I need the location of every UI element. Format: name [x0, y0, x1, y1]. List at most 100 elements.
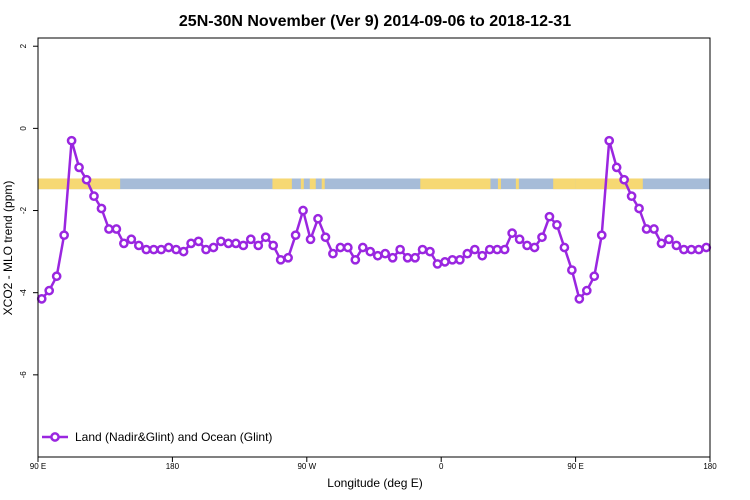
y-tick-label: 0: [19, 126, 28, 131]
data-point: [522, 240, 532, 251]
strip-land-segment: [553, 178, 576, 190]
data-point: [208, 242, 219, 253]
data-point: [552, 220, 562, 230]
x-tick-label: 180: [166, 462, 180, 471]
data-point: [223, 238, 234, 249]
legend: Land (Nadir&Glint) and Ocean (Glint): [42, 430, 272, 444]
data-point: [44, 285, 55, 296]
data-point: [447, 254, 458, 265]
data-point: [604, 135, 615, 146]
data-point: [514, 234, 525, 245]
x-tick-label: 90 E: [567, 462, 583, 471]
data-point: [492, 244, 503, 255]
data-point: [365, 246, 376, 257]
data-point: [455, 254, 465, 265]
data-point: [693, 244, 704, 255]
y-axis-label: XCO2 - MLO trend (ppm): [1, 181, 15, 316]
chart-title: 25N-30N November (Ver 9) 2014-09-06 to 2…: [179, 13, 571, 30]
data-point: [574, 293, 585, 304]
data-point: [275, 254, 286, 265]
data-point: [611, 162, 622, 173]
data-point: [260, 232, 271, 243]
data-point: [499, 244, 510, 255]
data-point: [96, 203, 107, 214]
data-point: [432, 259, 443, 269]
data-point: [425, 246, 435, 257]
data-point: [387, 252, 398, 263]
data-point: [163, 242, 174, 253]
data-point: [417, 244, 428, 255]
data-point: [581, 285, 592, 296]
data-point: [111, 224, 122, 234]
data-point: [253, 240, 264, 251]
data-point: [245, 234, 256, 245]
data-point: [395, 244, 405, 255]
data-point: [216, 236, 226, 247]
data-point: [537, 232, 547, 243]
data-point: [679, 244, 689, 255]
data-point: [484, 244, 495, 255]
data-point: [104, 224, 114, 234]
strip-land-segment: [515, 178, 519, 190]
axes: 90 E 180 90 W 0 90 E 180 -6 -4 -2 0 2: [19, 43, 717, 471]
data-point: [313, 213, 323, 224]
data-point: [649, 224, 659, 234]
data-point: [328, 248, 338, 259]
data-point: [36, 293, 47, 304]
data-point: [178, 246, 189, 257]
legend-marker-swatch: [50, 432, 60, 442]
data-point: [686, 244, 697, 255]
data-point: [148, 244, 159, 255]
data-point: [171, 244, 181, 255]
data-point: [372, 250, 383, 261]
data-point: [469, 244, 480, 255]
data-point: [193, 236, 204, 247]
strip-land-segment: [321, 178, 325, 190]
y-tick-label: 2: [19, 43, 28, 48]
data-point: [619, 174, 629, 185]
data-point: [626, 191, 637, 202]
data-point: [305, 234, 316, 245]
data-point: [89, 191, 99, 202]
strip-land-segment: [309, 178, 316, 190]
data-point: [671, 240, 682, 251]
data-point: [231, 238, 241, 249]
data-point: [156, 244, 167, 255]
strip-land-segment: [38, 178, 121, 190]
x-tick-label: 180: [703, 462, 717, 471]
data-point: [357, 242, 368, 253]
data-point: [589, 271, 600, 282]
data-point: [343, 242, 353, 253]
data-point: [507, 228, 517, 238]
y-tick-label: -2: [19, 206, 28, 214]
data-point: [701, 242, 712, 253]
data-point: [410, 252, 420, 263]
data-point: [283, 252, 293, 263]
plot-frame: [37, 37, 711, 458]
data-point: [51, 271, 62, 282]
data-point: [298, 205, 308, 216]
y-tick-label: -6: [19, 371, 28, 379]
data-point: [462, 248, 473, 259]
series-layer: [36, 135, 712, 304]
data-point: [380, 248, 391, 259]
data-point: [634, 203, 644, 214]
data-point: [320, 232, 331, 243]
data-point: [664, 234, 674, 245]
data-point: [133, 240, 144, 251]
strip-land-segment: [497, 178, 501, 190]
strip-land-segment: [272, 178, 292, 190]
data-point: [74, 162, 84, 173]
data-point: [402, 252, 413, 263]
data-point: [567, 265, 577, 275]
data-point: [335, 242, 346, 253]
data-point: [596, 230, 607, 241]
data-point: [66, 135, 77, 146]
data-point: [559, 242, 570, 253]
series-line: [40, 139, 707, 301]
data-point: [238, 240, 249, 251]
data-point: [141, 244, 152, 255]
data-point: [544, 211, 555, 222]
data-point: [350, 254, 361, 265]
